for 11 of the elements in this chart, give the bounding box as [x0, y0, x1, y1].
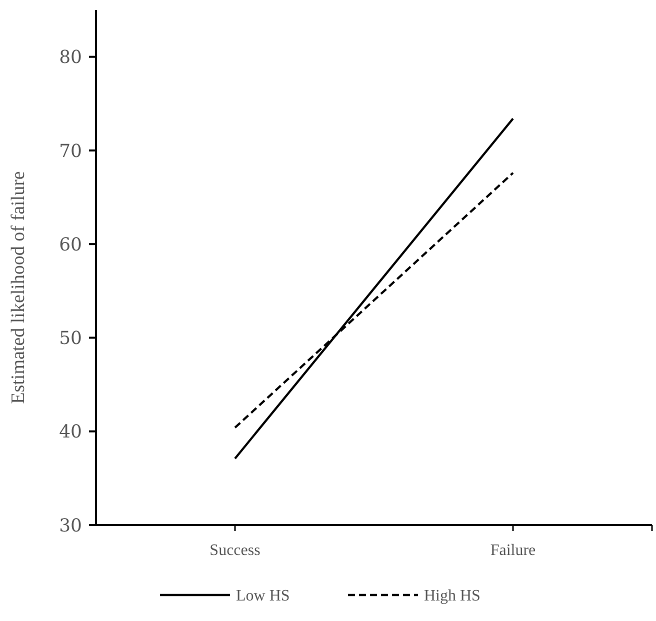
- y-tick-label: 80: [59, 47, 82, 68]
- y-tick-label: 50: [59, 328, 82, 350]
- y-tick-label: 60: [59, 234, 82, 256]
- y-axis-title: Estimated likelihood of failure: [8, 171, 29, 404]
- x-tick-label: Failure: [490, 542, 536, 559]
- y-tick-label: 30: [59, 515, 82, 536]
- legend-label: Low HS: [236, 588, 290, 605]
- y-tick-label: 70: [59, 140, 82, 162]
- y-tick-label: 40: [59, 422, 82, 443]
- x-tick-label: Success: [210, 542, 260, 559]
- legend-label: High HS: [424, 588, 480, 605]
